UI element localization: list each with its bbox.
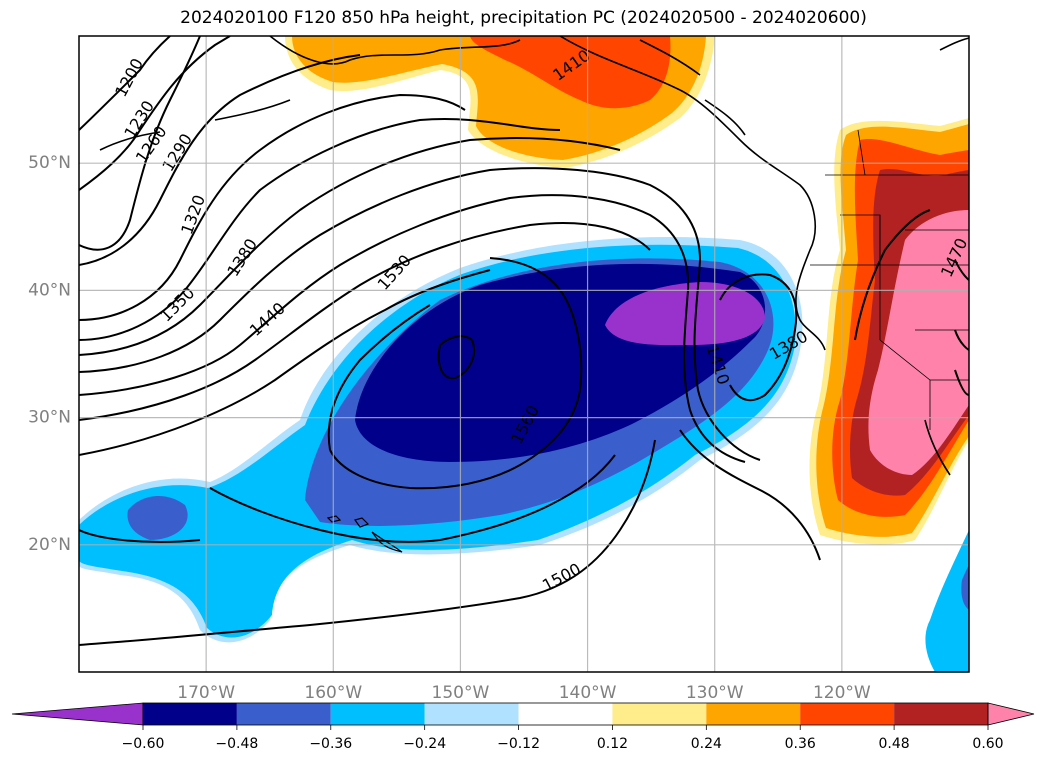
latitude-labels: 20°N 30°N 40°N 50°N [28,153,71,555]
colorbar-swatch [143,703,237,725]
latitude-tick-label: 40°N [28,280,71,300]
colorbar-extend-max [987,702,1035,726]
positive-precip-area-east [809,118,969,545]
colorbar-swatch [894,703,988,725]
colorbar-tick-label: −0.36 [309,736,352,752]
latitude-tick-label: 50°N [28,153,71,173]
map-title: 2024020100 F120 850 hPa height, precipit… [180,8,867,28]
colorbar: −0.60 −0.48 −0.36 −0.24 −0.12 0.12 0.24 0.36 0.4… [11,702,1035,752]
colorbar-tick-label: 0.12 [597,736,628,752]
longitude-tick-label: 120°W [813,683,871,703]
longitude-tick-label: 150°W [432,683,490,703]
longitude-tick-label: 130°W [686,683,744,703]
latitude-tick-label: 30°N [28,408,71,428]
colorbar-swatch [236,703,331,725]
plot-frame [78,35,970,673]
colorbar-tick-label: 0.60 [972,736,1003,752]
colorbar-tick-label: −0.48 [215,736,258,752]
colorbar-swatch [800,703,895,725]
negative-precip-area [79,237,969,672]
colorbar-tick-label: −0.60 [122,736,165,752]
longitude-labels: 170°W 160°W 150°W 140°W 130°W 120°W [177,683,871,703]
height-contours [79,36,969,646]
positive-precip-area-north [285,36,715,168]
colorbar-swatch [518,703,613,725]
colorbar-swatch [706,703,801,725]
borders [810,129,969,430]
latitude-tick-label: 20°N [28,535,71,555]
colorbar-swatch [424,703,519,725]
gridlines [79,36,969,672]
colorbar-tick-label: 0.48 [879,736,910,752]
colorbar-swatch [330,703,425,725]
colorbar-frame [142,702,989,726]
colorbar-tick-label: −0.12 [497,736,540,752]
longitude-tick-label: 170°W [177,683,235,703]
coastlines [99,36,969,476]
longitude-tick-label: 160°W [304,683,362,703]
colorbar-swatch [612,703,707,725]
colorbar-tick-label: 0.24 [691,736,722,752]
colorbar-tick-label: 0.36 [785,736,816,752]
colorbar-tick-label: −0.24 [403,736,446,752]
colorbar-extend-min [11,702,144,726]
longitude-tick-label: 140°W [559,683,617,703]
